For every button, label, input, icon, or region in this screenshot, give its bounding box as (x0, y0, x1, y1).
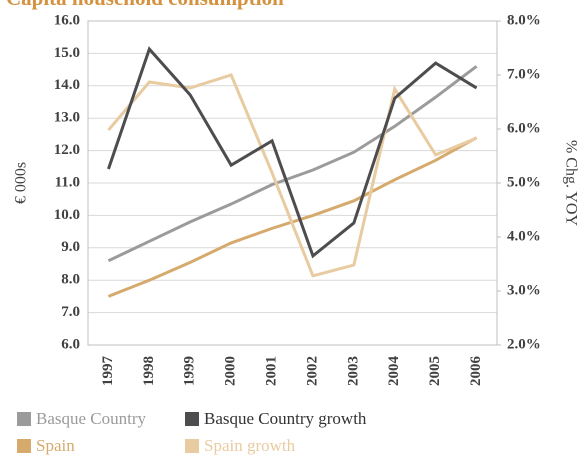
x-tick-label: 2000 (223, 356, 239, 386)
x-tick-label: 2004 (386, 356, 402, 387)
series-line (107, 46, 478, 259)
legend-swatch (185, 412, 199, 426)
y2-tick-label: 2.0% (507, 336, 541, 352)
series-line (107, 73, 478, 278)
y2-axis-label: % Chg. YOY (562, 140, 579, 227)
legend-swatch (185, 439, 199, 453)
y2-tick-label: 5.0% (507, 174, 541, 190)
legend-label: Spain (36, 436, 75, 455)
legend-label: Basque Country growth (204, 409, 367, 428)
y-tick-label: 8.0 (61, 272, 80, 288)
y-tick-label: 7.0 (61, 304, 80, 320)
legend-swatch (17, 439, 31, 453)
x-tick-label: 2003 (345, 356, 361, 386)
y2-tick-label: 3.0% (507, 282, 541, 298)
y-tick-label: 12.0 (54, 142, 80, 158)
legend-label: Spain growth (204, 436, 296, 455)
y2-tick-label: 4.0% (507, 228, 541, 244)
x-tick-label: 1997 (100, 356, 116, 387)
y-tick-label: 6.0 (61, 336, 80, 352)
x-tick-label: 1998 (141, 356, 157, 386)
y-tick-label: 15.0 (54, 45, 80, 61)
y-tick-label: 11.0 (55, 174, 80, 190)
y2-tick-label: 6.0% (507, 120, 541, 136)
series-line (107, 65, 478, 263)
y-tick-label: 9.0 (61, 239, 80, 255)
x-tick-label: 1999 (182, 356, 198, 386)
y2-tick-label: 8.0% (507, 12, 541, 28)
x-tick-label: 2005 (427, 356, 443, 386)
legend-swatch (17, 412, 31, 426)
y-tick-label: 13.0 (54, 110, 80, 126)
y-axis-label: € 000s (13, 162, 30, 204)
chart-title: Capita household consumption (6, 0, 284, 10)
plot-frame (87, 20, 498, 346)
legend-label: Basque Country (36, 409, 147, 428)
y2-tick-label: 7.0% (507, 66, 541, 82)
x-tick-label: 2001 (263, 356, 279, 386)
y-tick-label: 16.0 (54, 12, 80, 28)
series-line (107, 136, 478, 298)
y-tick-label: 14.0 (54, 77, 80, 93)
y-tick-label: 10.0 (54, 207, 80, 223)
x-tick-label: 2002 (304, 356, 320, 386)
x-tick-label: 2006 (468, 356, 484, 387)
